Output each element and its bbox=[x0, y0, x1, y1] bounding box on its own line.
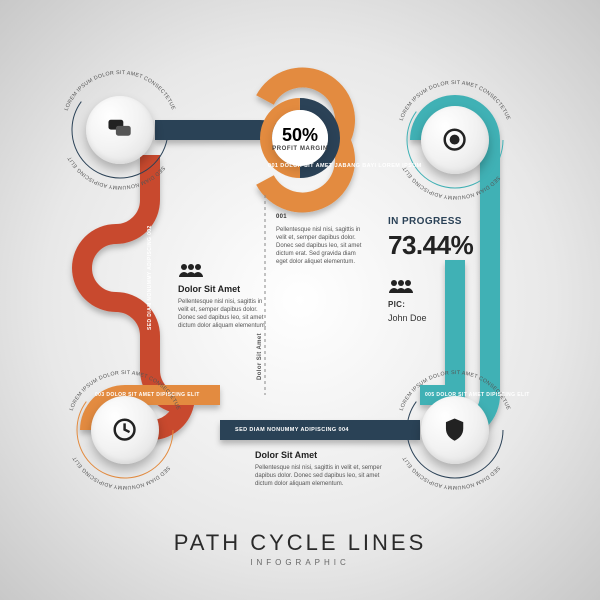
shield-icon bbox=[441, 416, 468, 443]
path-label-001: 001 DOLOR SIT AMET JABANG BAYI LOREM IPS… bbox=[268, 163, 422, 169]
path-label-003: 003 DOLOR SIT AMET DIPISCING ELIT bbox=[95, 392, 200, 398]
gauge-percent: 50% bbox=[282, 125, 318, 146]
target-icon bbox=[441, 126, 468, 153]
pic-label: PIC: bbox=[388, 300, 405, 309]
clock-icon bbox=[111, 416, 138, 443]
svg-text:LOREM IPSUM DOLOR SIT AMET CON: LOREM IPSUM DOLOR SIT AMET CONSECTETUER … bbox=[0, 0, 511, 412]
stage: LOREM IPSUM DOLOR SIT AMET CONSECTETUER … bbox=[0, 0, 600, 600]
section-001-num: 001 bbox=[276, 214, 287, 220]
people-icon-2 bbox=[178, 262, 204, 278]
blockA-heading: Dolor Sit Amet bbox=[178, 284, 240, 294]
node-n1 bbox=[86, 96, 154, 164]
progress-heading: IN PROGRESS bbox=[388, 216, 462, 227]
vertical-label: Dolor Sit Amet bbox=[257, 333, 263, 380]
path-label-005: 005 DOLOR SIT AMET DIPISCING ELIT bbox=[425, 392, 530, 398]
path-layer: LOREM IPSUM DOLOR SIT AMET CONSECTETUER … bbox=[0, 0, 600, 600]
title-main: PATH CYCLE LINES bbox=[0, 530, 600, 556]
blockB-body: Pellentesque nisl nisi, sagittis in veli… bbox=[255, 464, 385, 488]
blockA-body: Pellentesque nisl nisi, sagittis in veli… bbox=[178, 298, 268, 330]
section-001-body: Pellentesque nisl nisi, sagittis in veli… bbox=[276, 226, 366, 266]
path-label-002: SED DIAM NONUMMY ADIPISCING 002 bbox=[147, 225, 153, 330]
blockB-heading: Dolor Sit Amet bbox=[255, 450, 317, 460]
node-n4 bbox=[421, 396, 489, 464]
progress-value: 73.44% bbox=[388, 230, 473, 261]
title-sub: INFOGRAPHIC bbox=[0, 558, 600, 567]
title-block: PATH CYCLE LINES INFOGRAPHIC bbox=[0, 530, 600, 567]
svg-text:LOREM IPSUM DOLOR SIT AMET CON: LOREM IPSUM DOLOR SIT AMET CONSECTETUER … bbox=[0, 0, 176, 112]
path-label-004: SED DIAM NONUMMY ADIPISCING 004 bbox=[235, 427, 349, 433]
gauge-disc: 50% PROFIT MARGIN bbox=[272, 110, 328, 166]
node-n3 bbox=[91, 396, 159, 464]
chat-icon bbox=[106, 116, 133, 143]
gauge-sub: PROFIT MARGIN bbox=[272, 146, 328, 152]
people-icon bbox=[388, 278, 414, 294]
pic-value: John Doe bbox=[388, 312, 427, 324]
node-n2 bbox=[421, 106, 489, 174]
